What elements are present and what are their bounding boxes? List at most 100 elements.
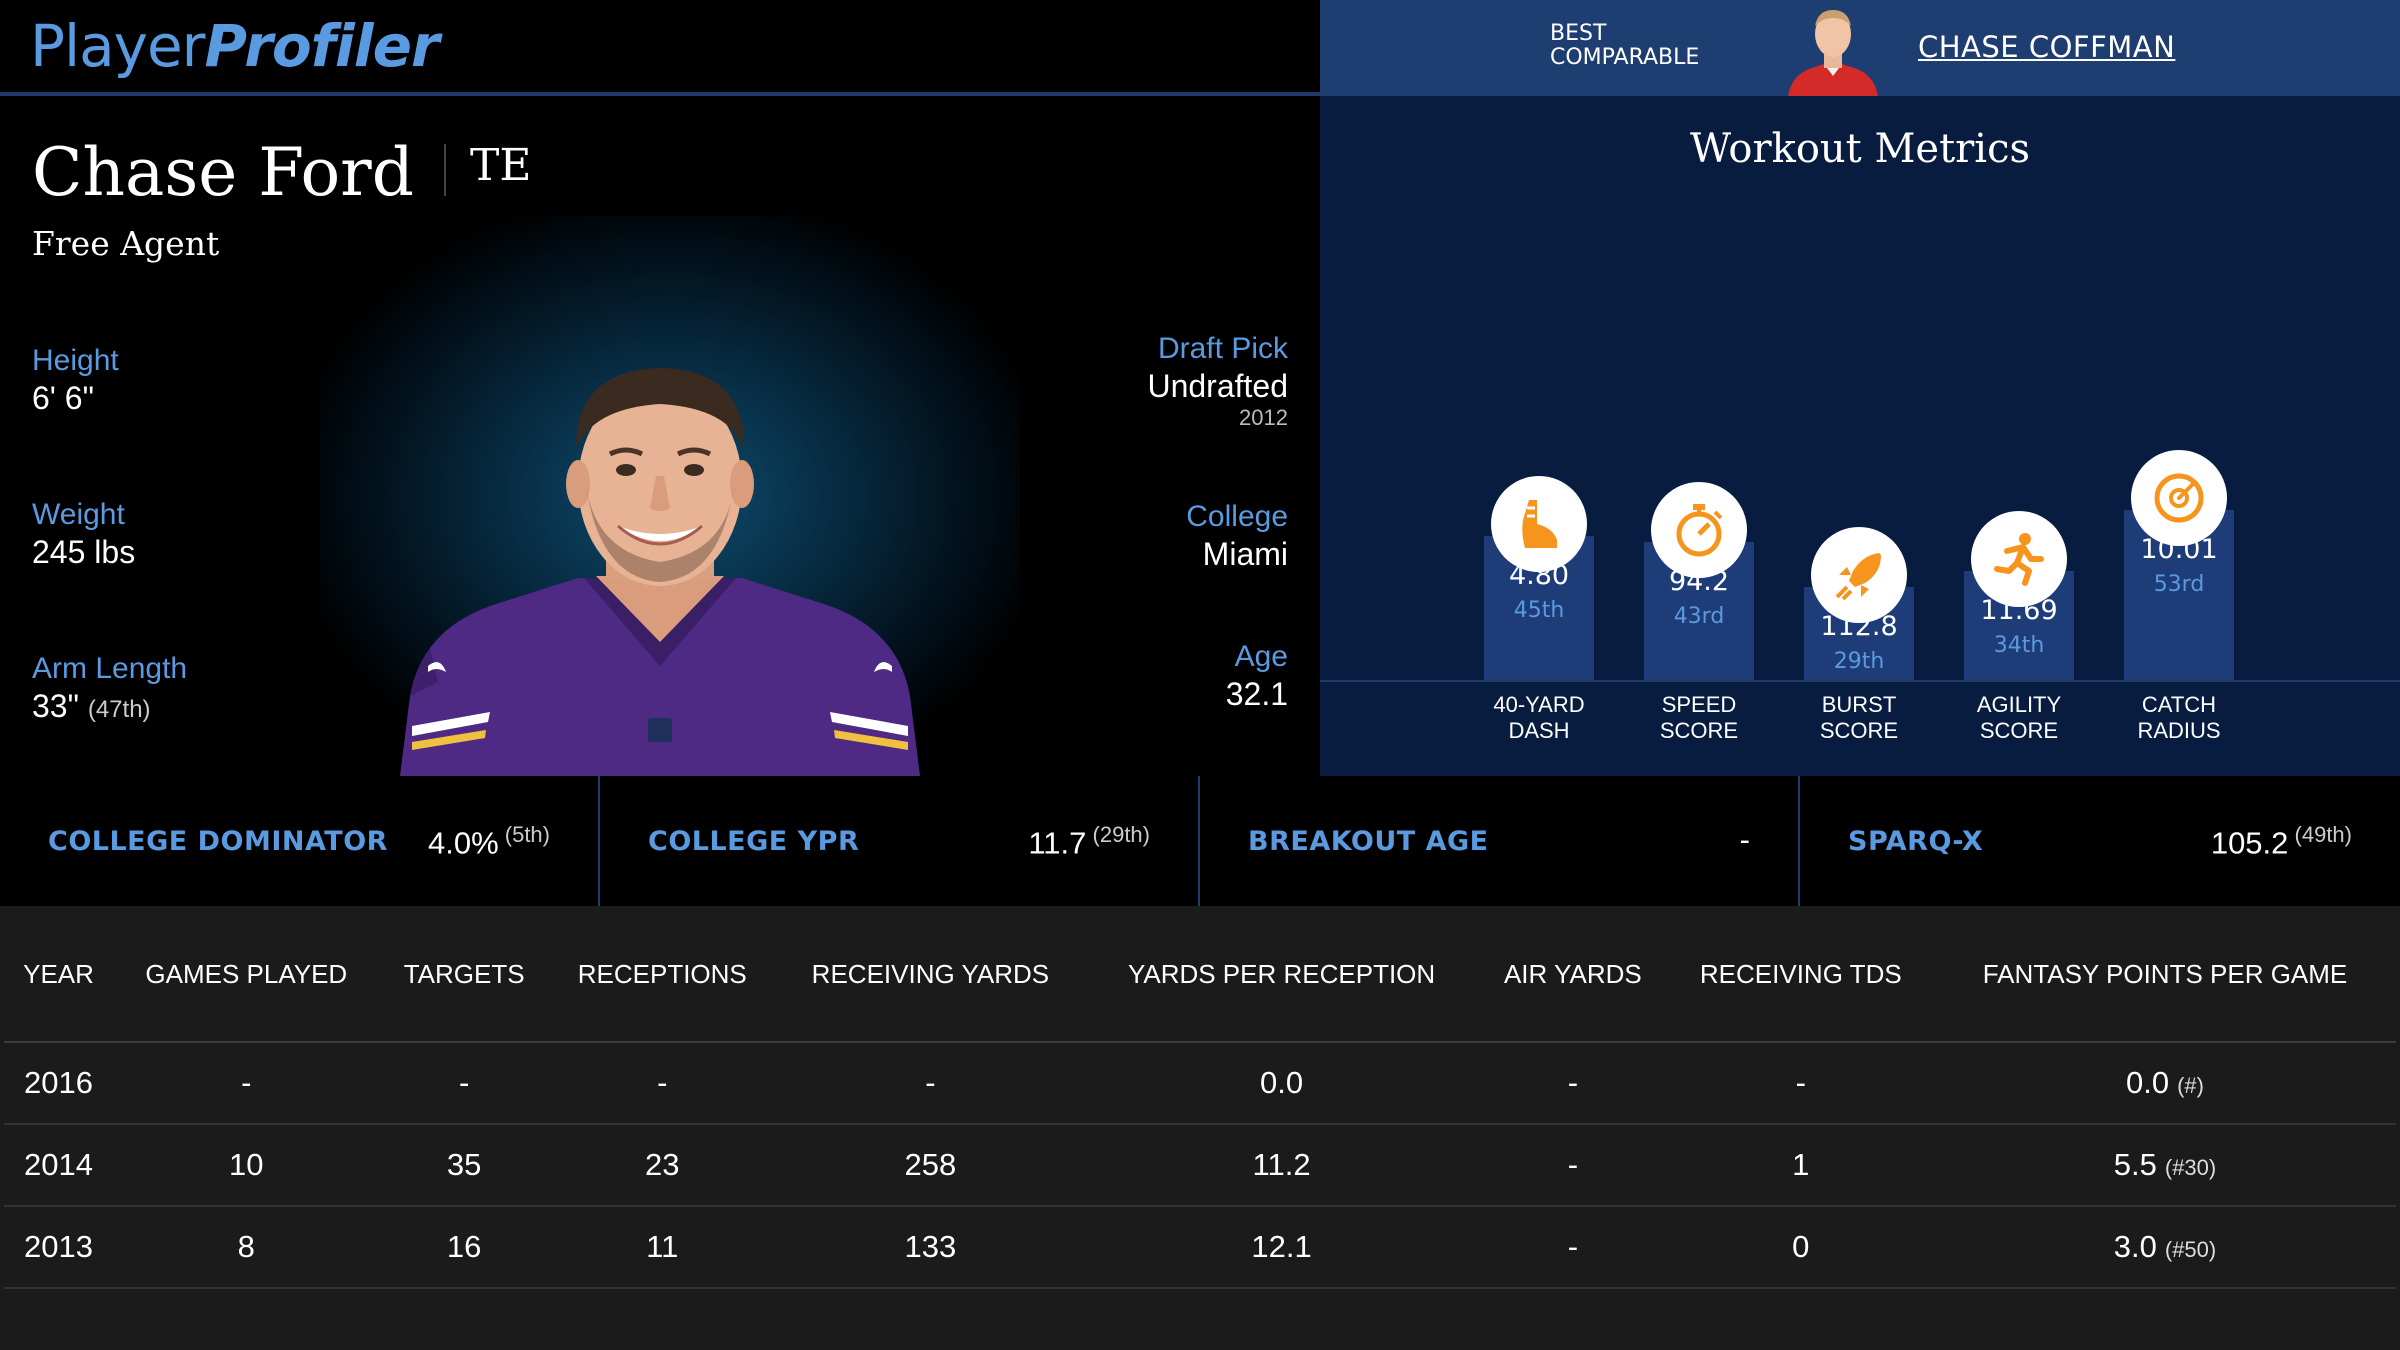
draft-pick-stat: Draft Pick Undrafted 2012 [1147, 332, 1288, 430]
top-bar: PlayerProfiler [0, 0, 1320, 96]
logo-part1: Player [30, 12, 205, 80]
player-photo [400, 368, 920, 776]
table-header-row: YEAR GAMES PLAYED TARGETS RECEPTIONS RECEIVI… [4, 906, 2396, 1043]
summary-metric-value: - [1739, 822, 1750, 857]
college-value: Miami [1202, 536, 1288, 572]
summary-metric: BREAKOUT AGE - [1200, 776, 1800, 906]
age-stat: Age 32.1 [1225, 640, 1288, 712]
column-header[interactable]: YARDS PER RECEPTION [1085, 906, 1479, 1043]
workout-metrics-panel: Workout Metrics 4.80 45th 40-YARD DASH 94.2 4… [1320, 96, 2400, 776]
table-row: 2013 8 16 11 133 12.1-0 3.0 (#50) [4, 1206, 2396, 1289]
workout-label: BURST SCORE [1819, 692, 1899, 743]
height-value: 6' 6" [32, 380, 94, 416]
summary-metric-label: COLLEGE DOMINATOR [48, 826, 388, 857]
table-cell: - [1478, 1206, 1668, 1289]
arm-length-stat: Arm Length 33" (47th) [32, 652, 188, 724]
workout-metrics-title: Workout Metrics [1689, 126, 2031, 172]
site-logo[interactable]: PlayerProfiler [30, 12, 440, 80]
table-cell: 2013 [4, 1206, 114, 1289]
summary-metric-value: 4.0% (5th) [427, 822, 550, 861]
summary-metric: COLLEGE YPR 11.7 (29th) [600, 776, 1200, 906]
table-cell: 11.2 [1085, 1124, 1479, 1207]
draft-year: 2012 [1239, 405, 1288, 430]
column-header[interactable]: GAMES PLAYED [113, 906, 380, 1043]
player-name: Chase Ford [32, 134, 414, 211]
table-cell: - [1478, 1042, 1668, 1125]
table-cell: 35 [379, 1124, 549, 1207]
summary-metric-label: SPARQ-x [1848, 826, 1984, 857]
table-cell: - [379, 1042, 549, 1125]
comparable-avatar [1788, 10, 1878, 96]
table-cell: 0.0 [1085, 1042, 1479, 1125]
summary-metric: COLLEGE DOMINATOR 4.0% (5th) [0, 776, 600, 906]
workout-label: CATCH RADIUS [2137, 692, 2221, 743]
workout-label: AGILITY SCORE [1976, 692, 2062, 743]
column-header[interactable]: FANTASY POINTS PER GAME [1934, 906, 2396, 1043]
table-cell: - [1478, 1124, 1668, 1207]
summary-metric-label: COLLEGE YPR [648, 826, 860, 857]
summary-metrics-row: COLLEGE DOMINATOR 4.0% (5th) COLLEGE YPR 11… [0, 776, 2400, 906]
workout-rank: 45th [1513, 598, 1565, 623]
table-cell: 0 [1667, 1206, 1934, 1289]
table-cell: 1 [1667, 1124, 1934, 1207]
arm-length-value: 33" [32, 688, 79, 724]
table-cell: 2016 [4, 1042, 114, 1125]
table-cell: 5.5 (#30) [1934, 1124, 2396, 1207]
summary-metric: SPARQ-x 105.2 (49th) [1800, 776, 2400, 906]
name-divider [444, 144, 446, 196]
workout-baseline [1320, 680, 2400, 682]
stopwatch-icon [1651, 482, 1747, 578]
weight-value: 245 lbs [32, 534, 136, 570]
best-comparable-label: BEST COMPARABLE [1550, 21, 1700, 70]
table-cell: 11 [548, 1206, 776, 1289]
summary-metric-value: 11.7 (29th) [1028, 822, 1150, 861]
age-value: 32.1 [1225, 676, 1288, 712]
column-header[interactable]: TARGETS [379, 906, 549, 1043]
shoe-icon [1491, 476, 1587, 572]
summary-metric-label: BREAKOUT AGE [1248, 826, 1489, 857]
table-cell: 8 [113, 1206, 380, 1289]
table-cell: - [548, 1042, 776, 1125]
table-cell: 2014 [4, 1124, 114, 1207]
arm-length-percentile: (47th) [87, 696, 151, 723]
table-body: 2016- - - -0.0- -0.0 (#) 2014 10 35 23 258 11.2-1 5.… [4, 1042, 2396, 1289]
height-stat: Height 6' 6" [32, 344, 119, 416]
best-comparable-banner: BEST COMPARABLE CHASE COFFMAN [1320, 0, 2400, 96]
table-cell: 12.1 [1085, 1206, 1479, 1289]
table-row: 2016- - - -0.0- -0.0 (#) [4, 1042, 2396, 1125]
workout-label: SPEED SCORE [1659, 692, 1739, 743]
table-cell: 133 [775, 1206, 1086, 1289]
table-row: 2014 10 35 23 258 11.2-1 5.5 (#30) [4, 1124, 2396, 1207]
logo-part2: Profiler [204, 12, 440, 80]
table-cell: 10 [113, 1124, 380, 1207]
weight-stat: Weight 245 lbs [32, 498, 136, 570]
workout-rank: 53rd [2153, 572, 2205, 597]
column-header[interactable]: AIR YARDS [1478, 906, 1668, 1043]
player-panel: Chase Ford TE Free Agent Height 6' 6" We… [0, 96, 1320, 776]
runner-icon [1971, 511, 2067, 607]
rocket-icon [1811, 527, 1907, 623]
comparable-player-link[interactable]: CHASE COFFMAN [1918, 30, 2176, 64]
summary-metric-value: 105.2 (49th) [2210, 822, 2352, 861]
player-team: Free Agent [32, 224, 220, 263]
table-cell: 16 [379, 1206, 549, 1289]
workout-rank: 29th [1833, 649, 1885, 674]
column-header[interactable]: RECEPTIONS [548, 906, 776, 1043]
season-stats-table: YEAR GAMES PLAYED TARGETS RECEPTIONS RECEIVI… [4, 906, 2396, 1289]
table-cell: 0.0 (#) [1934, 1042, 2396, 1125]
table-cell: 3.0 (#50) [1934, 1206, 2396, 1289]
workout-rank: 43rd [1673, 604, 1725, 629]
workout-rank: 34th [1993, 633, 2045, 658]
college-stat: College Miami [1186, 500, 1288, 572]
column-header[interactable]: RECEIVING TDS [1667, 906, 1934, 1043]
table-cell: 258 [775, 1124, 1086, 1207]
column-header[interactable]: RECEIVING YARDS [775, 906, 1086, 1043]
draft-pick-value: Undrafted [1147, 368, 1288, 404]
player-position: TE [470, 140, 532, 191]
target-icon [2131, 450, 2227, 546]
table-cell: - [775, 1042, 1086, 1125]
table-cell: 23 [548, 1124, 776, 1207]
workout-label: 40-YARD DASH [1493, 692, 1585, 743]
column-header[interactable]: YEAR [4, 906, 114, 1043]
table-cell: - [113, 1042, 380, 1125]
